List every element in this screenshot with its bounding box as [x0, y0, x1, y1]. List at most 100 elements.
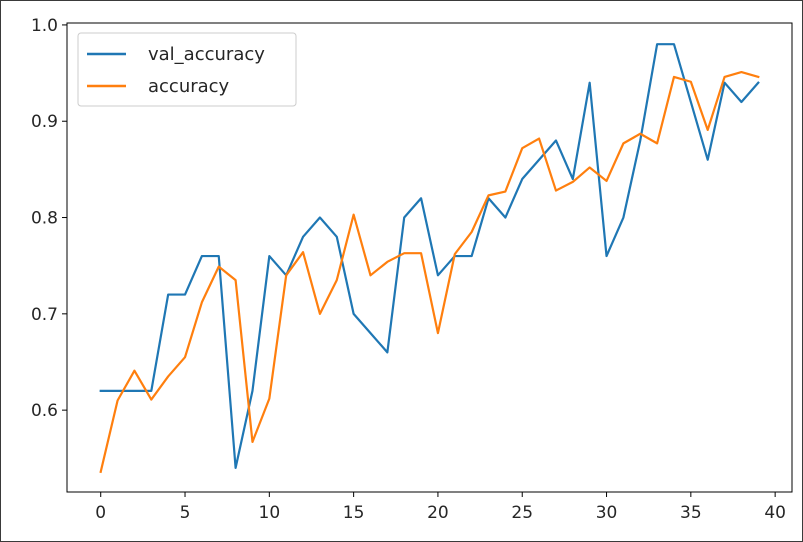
x-tick-label: 10 — [259, 503, 281, 523]
data-point-accuracy — [184, 356, 186, 358]
data-point-val-accuracy — [706, 159, 708, 161]
data-point-val-accuracy — [352, 313, 354, 315]
data-point-val-accuracy — [605, 255, 607, 257]
legend-box — [77, 32, 297, 107]
data-point-val-accuracy — [588, 82, 590, 84]
data-point-val-accuracy — [319, 216, 321, 218]
data-point-accuracy — [504, 190, 506, 192]
data-point-val-accuracy — [336, 236, 338, 238]
data-point-accuracy — [268, 397, 270, 399]
data-point-val-accuracy — [420, 197, 422, 199]
legend-label-accuracy: accuracy — [148, 76, 230, 97]
data-point-val-accuracy — [555, 139, 557, 141]
series-line-val-accuracy — [99, 43, 760, 470]
data-point-accuracy — [352, 213, 354, 215]
data-point-accuracy — [167, 375, 169, 377]
data-point-accuracy — [487, 194, 489, 196]
y-tick-label: 0.6 — [31, 401, 58, 421]
data-point-val-accuracy — [201, 255, 203, 257]
data-point-accuracy — [723, 76, 725, 78]
x-tick-label: 35 — [680, 503, 702, 523]
y-tick-label: 1.0 — [31, 16, 58, 36]
data-point-accuracy — [706, 129, 708, 131]
data-point-accuracy — [133, 369, 135, 371]
data-point-accuracy — [100, 471, 102, 473]
data-point-val-accuracy — [504, 216, 506, 218]
axes: 0 5 10 15 20 25 30 35 40 0.6 0.7 0.8 0.9 1.0 — [31, 16, 786, 523]
x-tick-label: 20 — [427, 503, 449, 523]
data-point-accuracy — [150, 398, 152, 400]
x-tick-label: 0 — [95, 503, 106, 523]
data-point-accuracy — [319, 313, 321, 315]
x-tick-label: 25 — [511, 503, 533, 523]
data-point-accuracy — [454, 253, 456, 255]
data-point-val-accuracy — [218, 255, 220, 257]
data-point-val-accuracy — [690, 101, 692, 103]
data-point-val-accuracy — [437, 274, 439, 276]
data-point-val-accuracy — [302, 236, 304, 238]
series-layer — [99, 43, 760, 474]
data-point-accuracy — [538, 137, 540, 139]
data-point-val-accuracy — [133, 390, 135, 392]
y-tick-label: 0.8 — [31, 209, 58, 229]
data-point-accuracy — [336, 279, 338, 281]
data-point-accuracy — [555, 189, 557, 191]
data-point-val-accuracy — [622, 216, 624, 218]
legend: val_accuracy accuracy — [77, 32, 297, 107]
data-point-val-accuracy — [268, 255, 270, 257]
data-point-accuracy — [251, 441, 253, 443]
data-point-val-accuracy — [639, 139, 641, 141]
data-point-val-accuracy — [369, 332, 371, 334]
data-point-val-accuracy — [521, 178, 523, 180]
data-point-accuracy — [386, 261, 388, 263]
data-point-val-accuracy — [100, 390, 102, 392]
axes-frame — [66, 22, 793, 493]
data-point-val-accuracy — [740, 101, 742, 103]
legend-label-val-accuracy: val_accuracy — [148, 44, 265, 65]
data-point-val-accuracy — [673, 43, 675, 45]
data-point-val-accuracy — [403, 216, 405, 218]
data-point-accuracy — [234, 279, 236, 281]
data-point-accuracy — [116, 399, 118, 401]
data-point-accuracy — [218, 265, 220, 267]
data-point-accuracy — [740, 71, 742, 73]
data-point-accuracy — [656, 142, 658, 144]
data-point-accuracy — [588, 166, 590, 168]
data-point-accuracy — [420, 252, 422, 254]
data-point-accuracy — [302, 251, 304, 253]
data-point-accuracy — [639, 133, 641, 135]
y-tick-label: 0.9 — [31, 112, 58, 132]
data-point-accuracy — [201, 301, 203, 303]
data-point-accuracy — [403, 252, 405, 254]
x-tick-label: 40 — [764, 503, 786, 523]
data-point-val-accuracy — [656, 43, 658, 45]
data-point-val-accuracy — [386, 351, 388, 353]
data-point-val-accuracy — [116, 390, 118, 392]
x-tick-label: 30 — [596, 503, 618, 523]
data-point-accuracy — [437, 332, 439, 334]
data-point-val-accuracy — [251, 390, 253, 392]
y-tick-label: 0.7 — [31, 305, 58, 325]
data-point-accuracy — [757, 76, 759, 78]
data-point-accuracy — [622, 142, 624, 144]
data-point-val-accuracy — [538, 159, 540, 161]
data-point-accuracy — [605, 180, 607, 182]
data-point-accuracy — [369, 274, 371, 276]
data-point-accuracy — [673, 76, 675, 78]
data-point-val-accuracy — [234, 467, 236, 469]
x-tick-label: 15 — [343, 503, 365, 523]
series-line-accuracy — [99, 71, 760, 474]
data-point-val-accuracy — [757, 82, 759, 84]
data-point-accuracy — [690, 81, 692, 83]
data-point-accuracy — [521, 147, 523, 149]
data-point-val-accuracy — [184, 293, 186, 295]
data-point-val-accuracy — [470, 255, 472, 257]
data-point-accuracy — [470, 231, 472, 233]
data-point-accuracy — [572, 181, 574, 183]
data-point-accuracy — [285, 274, 287, 276]
x-tick-label: 5 — [180, 503, 191, 523]
data-point-val-accuracy — [167, 293, 169, 295]
data-point-val-accuracy — [150, 390, 152, 392]
